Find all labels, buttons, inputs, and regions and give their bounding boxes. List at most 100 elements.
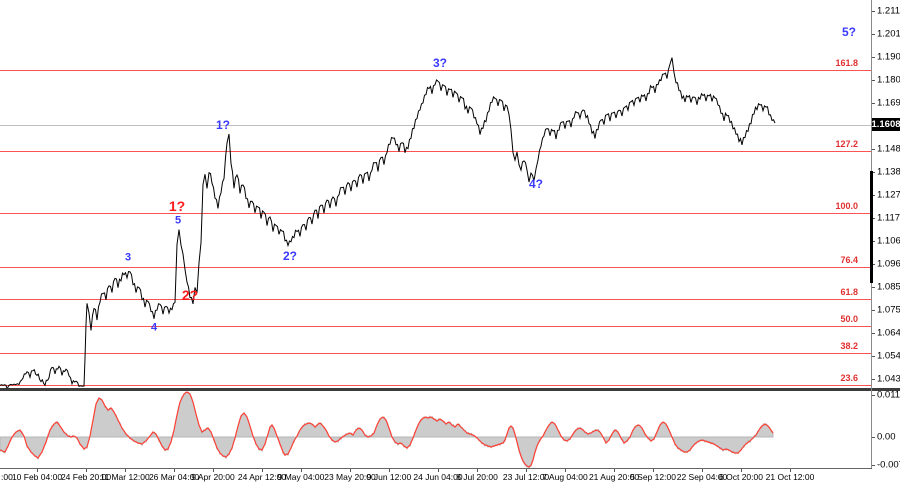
axis-tick-label: 1.0543	[877, 350, 900, 362]
time-tick-mark	[702, 468, 703, 472]
fib-level-label: 38.2	[840, 341, 858, 351]
axis-tick-label: 1.0963	[877, 258, 900, 270]
axis-tick-mark	[871, 34, 875, 35]
axis-tick-mark	[871, 379, 875, 380]
fib-level-line	[0, 385, 871, 386]
axis-tick-label: 1.1383	[877, 166, 900, 178]
time-tick-label: 5 Sep 12:00	[630, 472, 676, 482]
axis-tick-mark	[871, 11, 875, 12]
axis-tick-label: 1.0648	[877, 327, 900, 339]
fib-level-line	[0, 70, 871, 71]
price-series-line	[0, 57, 776, 391]
axis-tick-mark	[871, 195, 875, 196]
axis-tick-mark	[871, 287, 875, 288]
time-tick-label: 11 Mar 12:00	[100, 472, 150, 482]
axis-tick-mark	[871, 264, 875, 265]
time-tick-mark	[741, 468, 742, 472]
axis-tick-mark	[871, 395, 875, 396]
time-tick-label: 9 Jun 12:00	[366, 472, 412, 482]
axis-tick-mark	[871, 241, 875, 242]
chart-bottom-border	[0, 468, 872, 469]
current-price-badge: 1.1608	[871, 118, 900, 131]
time-tick-label: 9 May 04:00	[277, 472, 325, 482]
axis-tick-label: 1.1173	[877, 212, 900, 224]
fib-level-line	[0, 326, 871, 327]
axis-tick-label: 1.1488	[877, 143, 900, 155]
axis-tick-label: 0.00	[877, 431, 896, 443]
time-tick-label: 22 Sep 04:00	[676, 472, 728, 482]
time-tick-mark	[37, 468, 38, 472]
axis-tick-mark	[871, 103, 875, 104]
axis-tick-mark	[871, 356, 875, 357]
time-tick-mark	[262, 468, 263, 472]
time-tick-mark	[477, 468, 478, 472]
fib-level-line	[0, 213, 871, 214]
time-tick-mark	[565, 468, 566, 472]
time-tick-label: 23 Jul 12:00	[502, 472, 550, 482]
axis-tick-mark	[871, 149, 875, 150]
fib-level-label: 127.2	[835, 139, 858, 149]
time-tick-mark	[389, 468, 390, 472]
axis-tick-mark	[871, 310, 875, 311]
axis-tick-label: 1.1068	[877, 235, 900, 247]
time-tick-mark	[350, 468, 351, 472]
axis-tick-label: 0.01174	[877, 389, 900, 401]
fib-level-line	[0, 151, 871, 152]
fib-level-label: 76.4	[840, 255, 858, 265]
wave-count-label: 1?	[168, 198, 186, 214]
axis-tick-label: -0.00759	[877, 459, 900, 471]
panel-divider	[0, 388, 900, 391]
time-tick-mark	[526, 468, 527, 472]
time-tick-label: 24 Jun 04:00	[413, 472, 463, 482]
time-tick-mark	[438, 468, 439, 472]
axis-tick-label: 1.2118	[877, 5, 900, 17]
oscillator-signal-line	[0, 391, 774, 468]
axis-tick-label: 1.0858	[877, 281, 900, 293]
fib-level-label: 100.0	[835, 201, 858, 211]
fib-level-label: 23.6	[840, 373, 858, 383]
axis-tick-mark	[871, 437, 875, 438]
time-tick-label: 9 Apr 20:00	[191, 472, 235, 482]
axis-tick-mark	[871, 57, 875, 58]
time-tick-label: 21 Aug 20:00	[588, 472, 640, 482]
axis-tick-label: 1.0753	[877, 304, 900, 316]
axis-tick-mark	[871, 218, 875, 219]
fib-level-line	[0, 267, 871, 268]
wave-count-label: 3	[124, 251, 132, 264]
time-tick-mark	[301, 468, 302, 472]
time-tick-label: 24 Feb 20:00	[60, 472, 112, 482]
fib-level-line	[0, 353, 871, 354]
axis-tick-mark	[871, 80, 875, 81]
wave-count-label: 4?	[528, 177, 544, 191]
axis-highlight-bar	[870, 171, 873, 283]
time-tick-mark	[614, 468, 615, 472]
time-tick-mark	[213, 468, 214, 472]
time-tick-label: 26 Mar 04:00	[148, 472, 200, 482]
time-tick-mark	[125, 468, 126, 472]
wave-count-label: 4	[150, 321, 158, 334]
time-tick-mark	[86, 468, 87, 472]
axis-tick-label: 1.1278	[877, 189, 900, 201]
axis-tick-label: 1.1803	[877, 74, 900, 86]
time-tick-label: 23 May 20:00	[324, 472, 376, 482]
fib-level-label: 61.8	[840, 287, 858, 297]
time-tick-mark	[790, 468, 791, 472]
time-tick-label: :00	[1, 472, 13, 482]
axis-tick-mark	[871, 172, 875, 173]
axis-tick-label: 1.1698	[877, 97, 900, 109]
fib-level-line	[0, 299, 871, 300]
time-tick-label: 10 Feb 04:00	[11, 472, 63, 482]
time-tick-mark	[174, 468, 175, 472]
axis-tick-mark	[871, 333, 875, 334]
wave-count-label: 5?	[841, 25, 857, 39]
axis-tick-mark	[871, 465, 875, 466]
time-tick-mark	[653, 468, 654, 472]
axis-tick-label: 1.1908	[877, 51, 900, 63]
current-price-line	[0, 125, 871, 126]
wave-count-label: 2?	[181, 287, 199, 303]
fib-level-label: 50.0	[840, 314, 858, 324]
fib-level-label: 161.8	[835, 58, 858, 68]
time-tick-label: 21 Oct 12:00	[765, 472, 815, 482]
